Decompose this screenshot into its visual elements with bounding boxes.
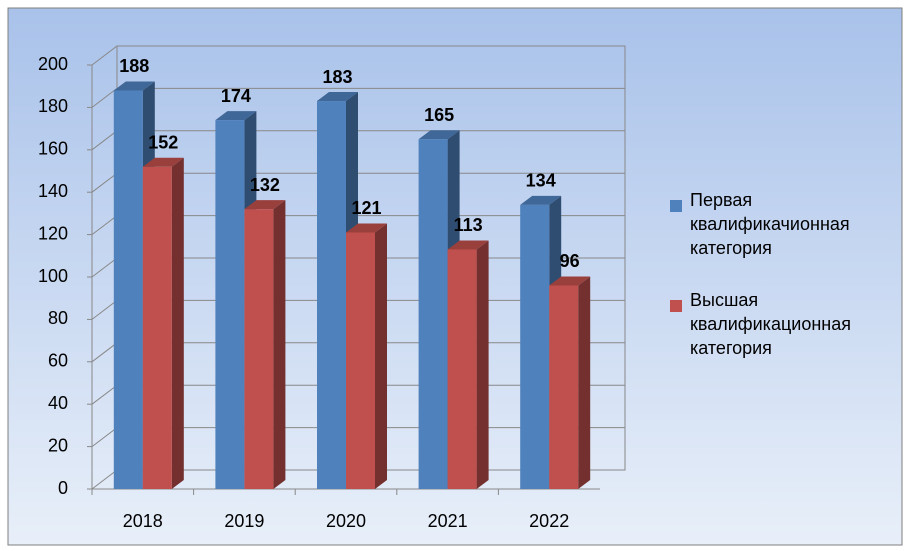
data-label: 113 [454,215,483,235]
bar-top [317,92,358,102]
y-tick-label: 40 [48,393,68,413]
y-tick-label: 140 [38,181,68,201]
legend-swatch [670,300,682,312]
bar-top [215,111,257,121]
bar-side [476,240,489,489]
y-tick-label: 120 [38,223,68,243]
bar-top [447,240,489,250]
data-label: 188 [119,56,149,76]
x-tick-label: 2022 [529,511,569,531]
data-label: 165 [424,105,454,125]
y-tick-label: 20 [48,435,68,455]
data-label: 121 [351,198,381,218]
x-tick-label: 2019 [224,511,264,531]
bar [447,249,477,489]
grid-line [91,45,625,66]
bar-top [418,130,460,140]
y-tick-label: 0 [58,478,68,498]
bar-top [244,200,286,210]
bar [113,90,143,489]
y-tick-label: 200 [38,54,68,74]
legend-label: Первая квалификачионная категория [690,190,850,258]
bar-top [113,81,155,91]
data-label: 174 [221,86,251,106]
bar-top [346,223,387,233]
data-label: 132 [250,175,280,195]
bar [215,120,245,490]
bar-side [171,157,184,489]
bar-side [375,223,387,490]
bar-side [273,200,286,489]
bar [520,204,550,490]
x-tick-label: 2018 [123,511,163,531]
bar-top [549,276,591,286]
x-tick-label: 2020 [326,511,366,531]
bar [346,232,375,490]
legend-swatch [670,200,682,212]
bar [317,101,346,489]
y-tick-label: 180 [38,96,68,116]
bar [244,209,274,489]
y-tick-label: 100 [38,266,68,286]
legend-label: Высшая квалификационная категория [690,290,851,358]
bar-side [578,276,591,489]
data-label: 134 [526,171,556,191]
y-tick-label: 60 [48,351,68,371]
data-label: 96 [560,251,580,271]
bar [418,139,448,489]
bar [142,166,172,489]
data-label: 152 [148,133,178,153]
data-label: 183 [322,67,352,87]
bar-top [142,157,184,167]
y-tick-label: 80 [48,308,68,328]
bar [549,285,579,489]
bar-top [520,195,562,205]
x-tick-label: 2021 [428,511,468,531]
y-tick-label: 160 [38,139,68,159]
